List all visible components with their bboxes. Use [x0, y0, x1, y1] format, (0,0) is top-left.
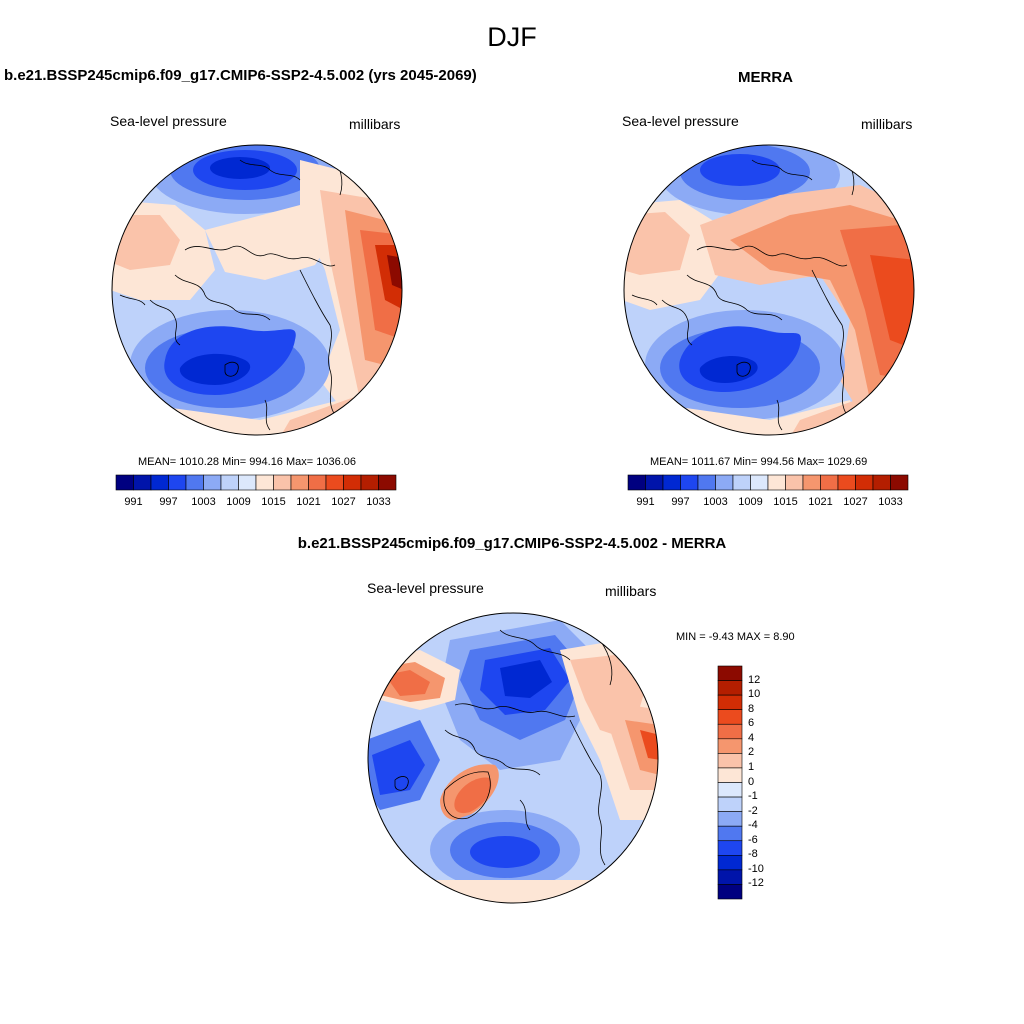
colorbar-box — [715, 474, 734, 491]
colorbar-box — [855, 474, 874, 491]
colorbar-tick-label: 1033 — [366, 496, 391, 508]
colorbar-box — [890, 474, 909, 491]
figure-title: DJF — [487, 22, 537, 52]
colorbar-tick-label: -1 — [748, 790, 758, 803]
colorbar-box — [717, 694, 743, 710]
colorbar-tick-label: -12 — [748, 877, 764, 890]
panel-3-variable: Sea-level pressure — [367, 580, 484, 596]
colorbar-box — [662, 474, 681, 491]
panel-1-units: millibars — [349, 116, 401, 132]
colorbar-box — [168, 474, 187, 491]
colorbar-box — [717, 753, 743, 769]
colorbar-tick-label: 0 — [748, 775, 755, 788]
colorbar-tick-label: 12 — [748, 673, 761, 686]
colorbar-box — [717, 796, 743, 812]
colorbar-box — [717, 855, 743, 871]
colorbar-tick-label: 1033 — [878, 496, 903, 508]
colorbar-box — [150, 474, 169, 491]
colorbar-box — [717, 767, 743, 783]
colorbar-box — [732, 474, 751, 491]
panel-3-map — [368, 613, 658, 903]
colorbar-box — [837, 474, 856, 491]
colorbar-box — [717, 709, 743, 725]
colorbar-box — [802, 474, 821, 491]
colorbar-box — [290, 474, 309, 491]
colorbar-tick-label: 1021 — [296, 496, 321, 508]
colorbar-box — [220, 474, 239, 491]
colorbar-box — [255, 474, 274, 491]
panel-2-map — [624, 145, 914, 435]
panel-3-title: b.e21.BSSP245cmip6.f09_g17.CMIP6-SSP2-4.… — [297, 535, 727, 552]
panel-2-colorbar — [627, 474, 909, 491]
colorbar-box — [717, 782, 743, 798]
colorbar-box — [697, 474, 716, 491]
colorbar-tick-label: 4 — [748, 731, 755, 744]
colorbar-box — [185, 474, 204, 491]
colorbar-tick-label: 2 — [748, 746, 755, 759]
colorbar-box — [627, 474, 646, 491]
colorbar-box — [717, 811, 743, 827]
colorbar-box — [717, 738, 743, 754]
colorbar-tick-label: -4 — [748, 819, 758, 832]
panel-2-title: MERRA — [738, 69, 793, 86]
colorbar-tick-label: 1027 — [331, 496, 356, 508]
panel-2-units: millibars — [861, 116, 913, 132]
colorbar-tick-label: -8 — [748, 848, 758, 861]
colorbar-box — [273, 474, 292, 491]
colorbar-box — [785, 474, 804, 491]
panel-2-variable: Sea-level pressure — [622, 113, 739, 129]
colorbar-box — [343, 474, 362, 491]
colorbar-tick-label: 8 — [748, 702, 755, 715]
colorbar-box — [378, 474, 397, 491]
panel-1-title: b.e21.BSSP245cmip6.f09_g17.CMIP6-SSP2-4.… — [4, 67, 477, 84]
colorbar-box — [767, 474, 786, 491]
colorbar-tick-label: 6 — [748, 717, 755, 730]
panel-1-map — [112, 145, 402, 435]
colorbar-tick-label: 1009 — [226, 496, 251, 508]
colorbar-box — [133, 474, 152, 491]
panel-3-stats: MIN = -9.43 MAX = 8.90 — [676, 631, 795, 643]
colorbar-tick-label: 991 — [124, 496, 143, 508]
colorbar-tick-label: -2 — [748, 804, 758, 817]
colorbar-box — [717, 869, 743, 885]
colorbar-box — [820, 474, 839, 491]
colorbar-box — [750, 474, 769, 491]
panel-3-units: millibars — [605, 583, 657, 599]
colorbar-box — [717, 840, 743, 856]
colorbar-tick-label: 1 — [748, 760, 755, 773]
colorbar-tick-label: 1015 — [773, 496, 798, 508]
colorbar-box — [717, 680, 743, 696]
colorbar-box — [717, 723, 743, 740]
panel-1-variable: Sea-level pressure — [110, 113, 227, 129]
colorbar-box — [717, 665, 743, 681]
colorbar-tick-label: 1003 — [191, 496, 216, 508]
panel-1-stats: MEAN= 1010.28 Min= 994.16 Max= 1036.06 — [138, 456, 357, 468]
panel-2-stats: MEAN= 1011.67 Min= 994.56 Max= 1029.69 — [650, 456, 868, 468]
colorbar-tick-label: 997 — [671, 496, 690, 508]
colorbar-box — [360, 474, 379, 491]
colorbar-box — [203, 474, 222, 491]
colorbar-tick-label: 1003 — [703, 496, 728, 508]
colorbar-tick-label: 1009 — [738, 496, 763, 508]
colorbar-tick-label: 10 — [748, 688, 761, 701]
colorbar-box — [645, 474, 664, 491]
colorbar-box — [325, 474, 344, 491]
colorbar-tick-label: -6 — [748, 833, 758, 846]
panel-1-colorbar — [115, 474, 397, 491]
colorbar-tick-label: 997 — [159, 496, 178, 508]
colorbar-box — [872, 474, 891, 491]
panel-3-colorbar — [717, 665, 743, 900]
colorbar-box — [717, 884, 743, 900]
colorbar-tick-label: -10 — [748, 862, 764, 875]
colorbar-tick-label: 1027 — [843, 496, 868, 508]
colorbar-box — [308, 474, 327, 491]
colorbar-box — [717, 825, 743, 842]
colorbar-tick-label: 1015 — [261, 496, 286, 508]
colorbar-box — [115, 474, 134, 491]
colorbar-box — [680, 474, 699, 491]
colorbar-box — [238, 474, 257, 491]
colorbar-tick-label: 1021 — [808, 496, 833, 508]
colorbar-tick-label: 991 — [636, 496, 655, 508]
